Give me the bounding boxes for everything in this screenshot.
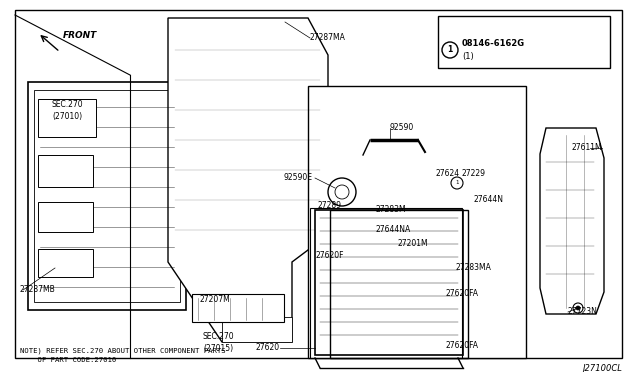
Bar bbox=[38, 99, 96, 137]
Text: J27100CL: J27100CL bbox=[582, 364, 622, 372]
Text: 27287MB: 27287MB bbox=[20, 285, 56, 295]
Text: NOTE) REFER SEC.270 ABOUT OTHER COMPONENT PARTS
    OF PART CODE:27010: NOTE) REFER SEC.270 ABOUT OTHER COMPONEN… bbox=[20, 348, 226, 363]
Bar bbox=[38, 202, 93, 232]
Text: 27207M: 27207M bbox=[200, 295, 230, 305]
Bar bbox=[310, 208, 462, 358]
Circle shape bbox=[576, 306, 580, 310]
Text: 27624: 27624 bbox=[435, 169, 459, 177]
Text: 27620FA: 27620FA bbox=[445, 340, 478, 350]
Bar bbox=[38, 155, 93, 187]
Bar bbox=[38, 249, 93, 277]
Text: 27620F: 27620F bbox=[315, 250, 344, 260]
Text: 27283M: 27283M bbox=[375, 205, 406, 215]
Text: 1: 1 bbox=[447, 45, 452, 55]
Text: 27287MA: 27287MA bbox=[310, 33, 346, 42]
Bar bbox=[438, 16, 610, 68]
Text: 92590: 92590 bbox=[390, 124, 414, 132]
Bar bbox=[222, 317, 292, 342]
Text: 27644N: 27644N bbox=[473, 196, 503, 205]
Text: 08146-6162G: 08146-6162G bbox=[462, 39, 525, 48]
Text: FRONT: FRONT bbox=[63, 31, 97, 39]
Bar bbox=[330, 210, 468, 358]
Text: 27644NA: 27644NA bbox=[375, 225, 410, 234]
Text: 92590E: 92590E bbox=[283, 173, 312, 183]
Text: 27620FA: 27620FA bbox=[445, 289, 478, 298]
Text: (1): (1) bbox=[462, 51, 474, 61]
Text: 27611M: 27611M bbox=[572, 144, 603, 153]
Polygon shape bbox=[168, 18, 328, 342]
Polygon shape bbox=[540, 128, 604, 314]
Text: 1: 1 bbox=[455, 180, 459, 186]
Bar bbox=[34, 90, 180, 302]
Text: 27620: 27620 bbox=[256, 343, 280, 353]
Text: SEC.270
(27010): SEC.270 (27010) bbox=[52, 100, 84, 121]
Text: 27201M: 27201M bbox=[398, 238, 429, 247]
Bar bbox=[192, 294, 284, 322]
Bar bbox=[308, 86, 526, 358]
Text: 27723N: 27723N bbox=[568, 308, 598, 317]
Text: 27229: 27229 bbox=[462, 169, 486, 177]
Text: SEC.270
(27015): SEC.270 (27015) bbox=[202, 332, 234, 353]
Bar bbox=[315, 210, 463, 355]
Bar bbox=[28, 82, 186, 310]
Text: 27283MA: 27283MA bbox=[455, 263, 491, 273]
Text: 27289: 27289 bbox=[318, 201, 342, 209]
